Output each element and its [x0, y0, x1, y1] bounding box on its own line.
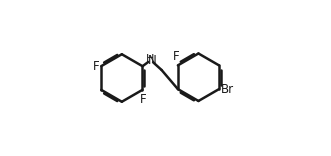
Text: F: F — [173, 50, 180, 63]
Text: F: F — [140, 93, 147, 106]
Text: H: H — [146, 54, 154, 64]
Text: N: N — [148, 54, 156, 67]
Text: F: F — [93, 60, 99, 73]
Text: Br: Br — [221, 83, 234, 96]
